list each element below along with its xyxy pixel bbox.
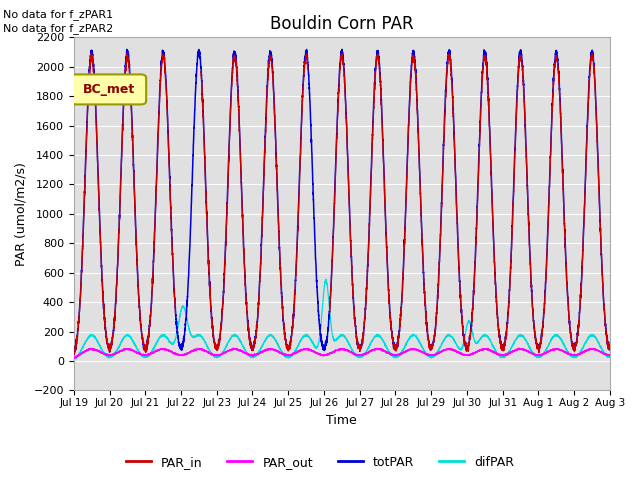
FancyBboxPatch shape: [71, 74, 146, 105]
Text: No data for f_zPAR1: No data for f_zPAR1: [3, 9, 113, 20]
Text: No data for f_zPAR2: No data for f_zPAR2: [3, 23, 113, 34]
Legend: PAR_in, PAR_out, totPAR, difPAR: PAR_in, PAR_out, totPAR, difPAR: [121, 451, 519, 474]
Title: Bouldin Corn PAR: Bouldin Corn PAR: [270, 15, 413, 33]
Text: BC_met: BC_met: [83, 83, 135, 96]
Y-axis label: PAR (umol/m2/s): PAR (umol/m2/s): [15, 162, 28, 266]
X-axis label: Time: Time: [326, 414, 357, 427]
